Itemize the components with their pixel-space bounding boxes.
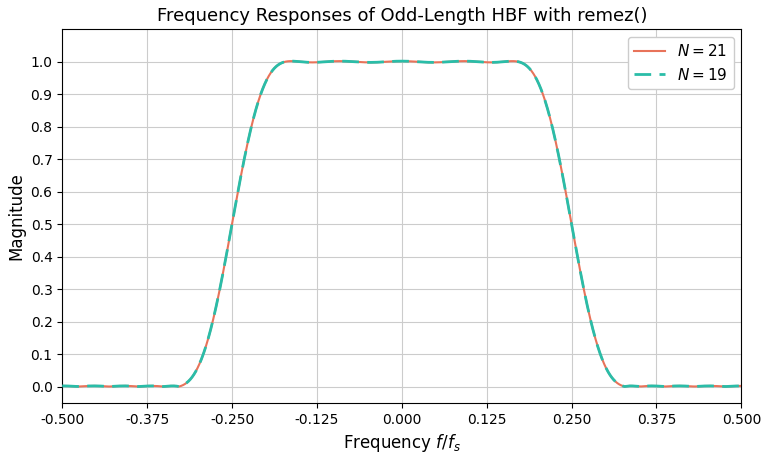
Legend: $N = 21$, $N = 19$: $N = 21$, $N = 19$ bbox=[628, 37, 733, 89]
$N = 19$ bbox=[58, 383, 67, 389]
$N = 19$ bbox=[511, 59, 520, 64]
$N = 19$ bbox=[719, 384, 728, 389]
$N = 19$ bbox=[694, 384, 703, 389]
$N = 21$ bbox=[659, 384, 668, 389]
$N = 21$ bbox=[111, 384, 121, 389]
$N = 19$ bbox=[111, 384, 121, 389]
Line: $N = 19$: $N = 19$ bbox=[62, 61, 741, 386]
$N = 19$ bbox=[659, 384, 668, 389]
X-axis label: Frequency $f/f_s$: Frequency $f/f_s$ bbox=[343, 432, 461, 454]
$N = 21$ bbox=[286, 59, 296, 64]
$N = 19$ bbox=[737, 383, 746, 389]
Line: $N = 21$: $N = 21$ bbox=[62, 61, 741, 386]
$N = 19$ bbox=[610, 378, 619, 383]
$N = 21$ bbox=[737, 383, 746, 389]
$N = 19$ bbox=[104, 384, 114, 389]
$N = 21$ bbox=[104, 384, 114, 389]
$N = 21$ bbox=[694, 384, 703, 389]
$N = 21$ bbox=[610, 378, 619, 383]
Title: Frequency Responses of Odd-Length HBF with remez(): Frequency Responses of Odd-Length HBF wi… bbox=[157, 7, 647, 25]
$N = 21$ bbox=[511, 59, 520, 64]
Y-axis label: Magnitude: Magnitude bbox=[7, 172, 25, 260]
$N = 19$ bbox=[335, 59, 344, 64]
$N = 21$ bbox=[58, 383, 67, 389]
$N = 21$ bbox=[719, 384, 728, 389]
